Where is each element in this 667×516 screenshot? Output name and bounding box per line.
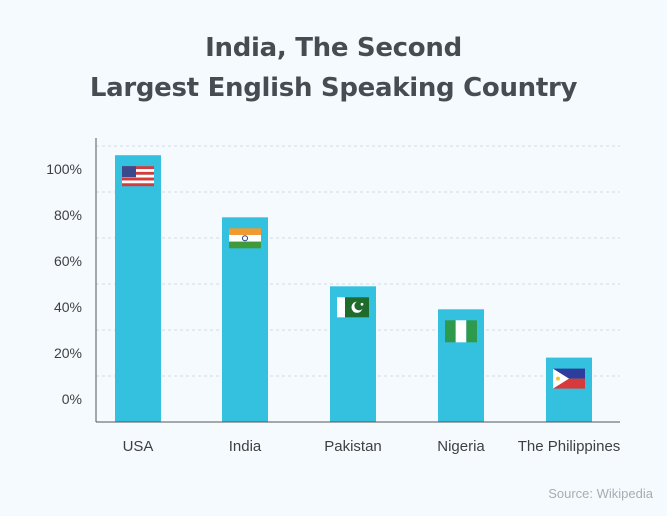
source-label: Source: Wikipedia (548, 486, 653, 501)
philippines-flag-icon (553, 368, 585, 389)
x-tick-label: India (229, 438, 262, 455)
y-tick-label: 60% (54, 253, 82, 269)
flags (122, 166, 585, 389)
chart-title: India, The Second Largest English Speaki… (0, 28, 667, 108)
y-tick-label: 100% (46, 161, 82, 177)
usa-flag-icon (122, 166, 154, 187)
y-tick-label: 80% (54, 207, 82, 223)
bar-usa (115, 155, 161, 422)
x-tick-label: Pakistan (324, 438, 382, 455)
bar-the-philippines (546, 357, 592, 422)
bars (115, 155, 592, 422)
india-flag-icon (229, 228, 261, 249)
y-tick-label: 20% (54, 345, 82, 361)
x-tick-label: Nigeria (437, 438, 485, 455)
chart-title-line-1: India, The Second (205, 33, 462, 63)
x-tick-label: The Philippines (518, 438, 621, 455)
y-tick-label: 40% (54, 299, 82, 315)
x-tick-label: USA (123, 438, 154, 455)
nigeria-flag-icon (445, 320, 477, 343)
pakistan-flag-icon (337, 297, 369, 318)
y-tick-label: 0% (62, 391, 82, 407)
x-tick-labels: USA India Pakistan Nigeria The Philippines (123, 438, 621, 455)
bar-india (222, 217, 268, 422)
y-tick-labels: 0% 20% 40% 60% 80% 100% (46, 161, 82, 407)
chart-title-line-2: Largest English Speaking Country (89, 73, 578, 103)
